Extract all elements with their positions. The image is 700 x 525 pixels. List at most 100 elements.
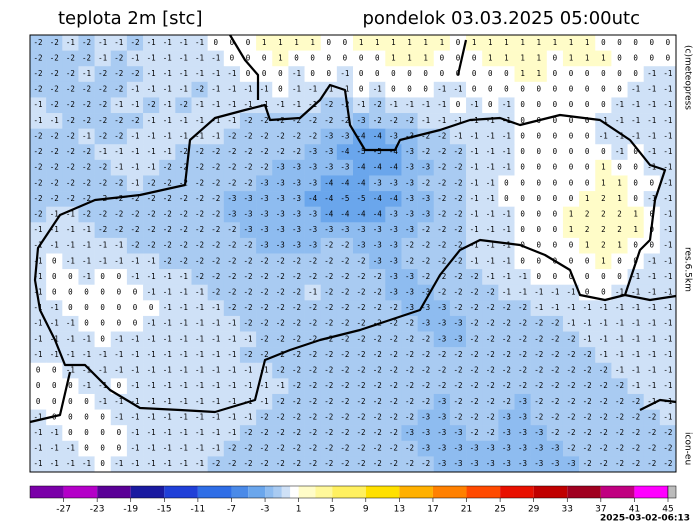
grid-value: -2 <box>470 397 479 406</box>
grid-cell <box>562 347 580 364</box>
grid-value: 0 <box>617 163 622 172</box>
grid-cell <box>30 331 47 348</box>
grid-cell <box>401 347 418 364</box>
grid-value: -3 <box>437 319 446 328</box>
grid-cell <box>353 253 370 270</box>
grid-value: -2 <box>195 85 204 94</box>
grid-cell <box>433 222 451 239</box>
grid-cell <box>78 222 95 239</box>
grid-value: -1 <box>663 69 672 78</box>
grid-value: 1 <box>488 53 493 62</box>
grid-value: -3 <box>357 225 366 234</box>
grid-value: 0 <box>520 163 525 172</box>
grid-cell <box>401 378 418 395</box>
grid-cell <box>627 159 644 176</box>
grid-cell <box>530 159 548 176</box>
grid-value: -2 <box>163 194 172 203</box>
grid-value: 1 <box>278 38 283 47</box>
grid-value: -2 <box>534 412 543 421</box>
grid-value: -2 <box>470 428 479 437</box>
grid-value: -1 <box>34 334 43 343</box>
grid-value: -2 <box>663 459 672 468</box>
grid-cell <box>223 66 241 83</box>
grid-value: -2 <box>583 428 592 437</box>
grid-cell <box>336 97 354 114</box>
grid-cell <box>110 409 128 426</box>
grid-value: -1 <box>179 444 188 453</box>
grid-value: -2 <box>502 397 511 406</box>
grid-value: -2 <box>179 241 188 250</box>
grid-value: -3 <box>405 163 414 172</box>
grid-value: -2 <box>292 412 301 421</box>
grid-value: -1 <box>163 459 172 468</box>
grid-cell <box>369 66 386 83</box>
grid-value: -2 <box>437 194 446 203</box>
grid-value: -1 <box>470 147 479 156</box>
grid-value: -2 <box>357 350 366 359</box>
grid-value: 0 <box>278 85 283 94</box>
grid-value: 0 <box>84 412 89 421</box>
grid-value: -2 <box>195 225 204 234</box>
grid-value: -2 <box>50 147 59 156</box>
grid-value: 0 <box>617 38 622 47</box>
grid-value: 0 <box>650 178 655 187</box>
grid-cell <box>94 253 112 270</box>
grid-cell <box>449 222 467 239</box>
grid-value: 0 <box>617 69 622 78</box>
grid-cell <box>466 206 483 223</box>
grid-cell <box>595 425 612 442</box>
grid-cell <box>579 206 596 223</box>
grid-cell <box>288 237 305 254</box>
grid-cell <box>514 393 531 410</box>
grid-cell <box>320 393 338 410</box>
grid-cell <box>659 35 677 51</box>
grid-value: -1 <box>195 69 204 78</box>
grid-value: -1 <box>82 381 91 390</box>
grid-cell <box>482 175 499 192</box>
grid-cell <box>304 409 321 426</box>
grid-cell <box>659 269 677 286</box>
grid-cell <box>385 128 402 145</box>
grid-cell <box>191 347 208 364</box>
grid-cell <box>466 253 483 270</box>
grid-value: -2 <box>583 444 592 453</box>
grid-cell <box>62 113 79 129</box>
grid-cell <box>239 253 257 270</box>
grid-cell <box>595 315 612 332</box>
grid-cell <box>611 347 628 364</box>
grid-cell <box>320 237 338 254</box>
grid-value: -3 <box>373 225 382 234</box>
grid-value: -1 <box>66 350 75 359</box>
grid-cell <box>417 440 435 457</box>
grid-value: -1 <box>195 303 204 312</box>
grid-value: -2 <box>470 272 479 281</box>
grid-cell <box>30 66 47 83</box>
grid-value: 0 <box>553 53 558 62</box>
grid-cell <box>449 409 467 426</box>
grid-value: -2 <box>244 444 253 453</box>
grid-value: -2 <box>599 444 608 453</box>
grid-cell <box>272 393 289 410</box>
grid-cell <box>159 159 176 176</box>
grid-cell <box>498 409 515 426</box>
grid-cell <box>304 440 321 457</box>
grid-cell <box>143 269 160 286</box>
grid-value: -3 <box>405 303 414 312</box>
grid-cell <box>239 206 257 223</box>
grid-cell <box>417 269 435 286</box>
grid-cell <box>272 128 289 145</box>
grid-value: -2 <box>260 272 269 281</box>
grid-value: 0 <box>488 85 493 94</box>
grid-value: -2 <box>405 444 414 453</box>
grid-value: -2 <box>260 303 269 312</box>
grid-cell <box>239 456 257 473</box>
grid-value: -1 <box>631 116 640 125</box>
grid-cell <box>126 97 144 114</box>
grid-cell <box>336 222 354 239</box>
grid-cell <box>498 440 515 457</box>
grid-cell <box>385 409 402 426</box>
grid-value: -2 <box>211 241 220 250</box>
grid-value: -2 <box>114 85 123 94</box>
grid-cell <box>207 440 225 457</box>
grid-cell <box>514 331 531 348</box>
